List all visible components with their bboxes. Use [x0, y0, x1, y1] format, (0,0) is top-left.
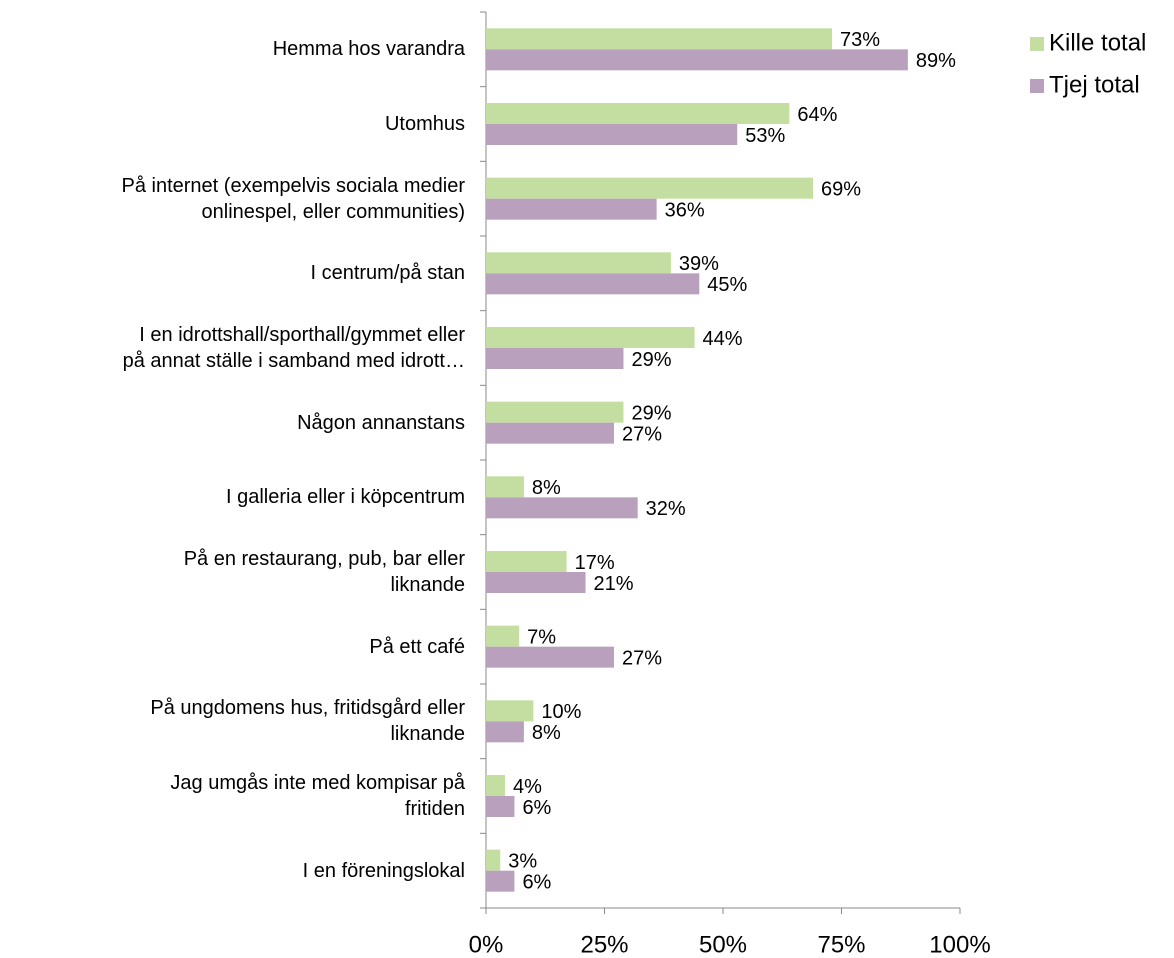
bar [486, 252, 671, 274]
x-tick-label: 75% [817, 931, 865, 958]
value-label: 36% [665, 199, 705, 221]
value-label: 6% [522, 871, 551, 893]
value-label: 29% [631, 402, 671, 424]
value-label: 17% [575, 552, 615, 574]
bar [486, 422, 614, 444]
value-label: 53% [745, 125, 785, 147]
category-label: I en idrottshall/sporthall/gymmet eller … [122, 324, 465, 372]
bar [486, 796, 515, 817]
value-label: 39% [679, 253, 719, 275]
category-label: På en restaurang, pub, bar eller liknand… [183, 548, 465, 596]
bar [486, 198, 657, 220]
legend-swatch [1030, 37, 1044, 51]
bar [486, 870, 515, 892]
bar [486, 646, 614, 668]
bar [486, 49, 908, 71]
bar [486, 551, 567, 572]
bar [486, 124, 738, 145]
value-label: 73% [840, 29, 880, 51]
value-label: 64% [797, 104, 837, 126]
category-label: I galleria eller i köpcentrum [226, 486, 465, 509]
bar [486, 497, 638, 519]
bar [486, 721, 524, 743]
legend-swatch [1030, 79, 1044, 93]
value-label: 45% [707, 274, 747, 296]
value-label: 69% [821, 178, 861, 200]
bar [486, 327, 695, 348]
x-tick-label: 100% [929, 931, 990, 958]
value-label: 10% [541, 701, 581, 723]
category-label: Utomhus [384, 113, 465, 135]
category-label: I centrum/på stan [310, 262, 465, 285]
value-label: 21% [594, 573, 634, 595]
category-label: Någon annanstans [297, 411, 465, 434]
bar [486, 775, 505, 796]
value-label: 29% [631, 349, 671, 371]
bar [486, 28, 833, 50]
legend-label: Kille total [1049, 29, 1146, 56]
bar [486, 273, 700, 295]
bar [486, 700, 534, 722]
value-label: 44% [703, 328, 743, 350]
x-tick-label: 50% [699, 931, 747, 958]
bar [486, 103, 790, 124]
category-label: På internet (exempelvis sociala medier o… [121, 174, 466, 223]
bar [486, 572, 586, 593]
bar [486, 625, 520, 647]
bar [486, 177, 814, 199]
legend-label: Tjej total [1049, 71, 1140, 98]
bar [486, 401, 624, 423]
value-label: 8% [532, 722, 561, 744]
value-label: 27% [622, 647, 662, 669]
category-label: I en föreningslokal [302, 859, 465, 882]
x-tick-label: 0% [469, 931, 504, 958]
value-label: 7% [527, 626, 556, 648]
value-label: 6% [522, 797, 551, 819]
bar [486, 348, 624, 369]
category-label: På ungdomens hus, fritidsgård eller likn… [150, 697, 465, 746]
value-label: 27% [622, 423, 662, 445]
bar [486, 849, 501, 871]
value-label: 4% [513, 776, 542, 798]
x-tick-label: 25% [580, 931, 628, 958]
category-label: Hemma hos varandra [272, 38, 465, 61]
category-label: På ett café [369, 635, 465, 658]
value-label: 89% [916, 50, 956, 72]
value-label: 32% [646, 498, 686, 520]
bar [486, 476, 524, 498]
value-label: 8% [532, 477, 561, 499]
value-label: 3% [508, 850, 537, 872]
category-label: Jag umgås inte med kompisar på fritiden [170, 772, 465, 820]
